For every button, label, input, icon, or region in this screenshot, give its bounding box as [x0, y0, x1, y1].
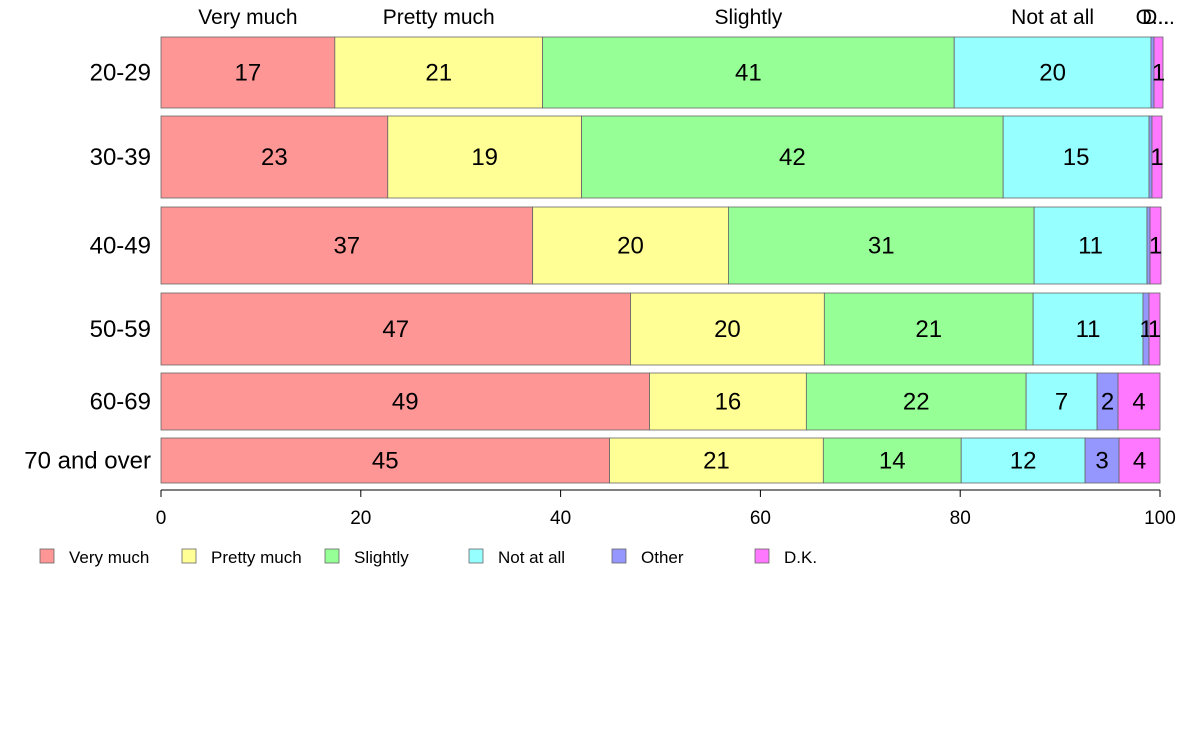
bar-segment	[1032, 292, 1144, 366]
bar-segment	[1149, 206, 1162, 285]
top-series-label: Slightly	[715, 6, 783, 29]
bar-segment	[1153, 36, 1164, 109]
bar-segment	[1117, 372, 1161, 431]
x-tick-label: 20	[350, 508, 371, 529]
bar-value-label: 4	[1133, 448, 1146, 475]
bar-segment	[953, 36, 1152, 109]
top-series-label: Pretty much	[383, 6, 495, 29]
bar-value-label: 20	[1039, 60, 1066, 87]
bar-value-label: 11	[1078, 233, 1103, 260]
bar-segment	[1002, 115, 1150, 199]
top-series-label: O...	[1136, 6, 1170, 29]
bar-segment	[960, 437, 1086, 484]
bar-segment	[334, 36, 544, 109]
bar-segment	[649, 372, 807, 431]
bar-value-label: 37	[333, 233, 360, 260]
top-series-label: Not at all	[1011, 6, 1094, 29]
bar-segment	[1084, 437, 1120, 484]
bar-value-label: 21	[425, 60, 452, 87]
bar-value-label: 3	[1095, 448, 1108, 475]
top-series-label: Very much	[198, 6, 297, 29]
category-label: 40-49	[90, 233, 151, 260]
bar-segment	[542, 36, 955, 109]
category-label: 20-29	[90, 60, 151, 87]
bar-value-label: 21	[915, 316, 942, 343]
bar-value-label: 42	[779, 144, 806, 171]
category-label: 70 and over	[24, 448, 151, 475]
bar-segment	[1033, 206, 1148, 285]
legend-label: Pretty much	[211, 548, 302, 567]
bar-segment	[581, 115, 1004, 199]
legend-label: Not at all	[498, 548, 565, 567]
bar-value-label: 1	[1150, 144, 1163, 171]
legend-label: Slightly	[354, 548, 409, 567]
bar-value-label: 12	[1010, 448, 1037, 475]
bar-segment	[160, 115, 389, 199]
bar-value-label: 2	[1101, 389, 1114, 416]
legend-swatch	[468, 548, 484, 564]
legend-label: D.K.	[784, 548, 817, 567]
bar-segment	[728, 206, 1035, 285]
bar-value-label: 4	[1132, 389, 1145, 416]
bar-value-label: 22	[903, 389, 930, 416]
bar-segment	[1025, 372, 1098, 431]
legend-swatch	[181, 548, 197, 564]
bar-value-label: 11	[1076, 316, 1101, 343]
legend-swatch	[611, 548, 627, 564]
bar-segment	[630, 292, 825, 366]
bar-value-label: 49	[392, 389, 419, 416]
bar-segment	[160, 372, 650, 431]
bar-segment	[1151, 115, 1163, 199]
bar-value-label: 1	[1152, 60, 1165, 87]
x-tick-label: 0	[156, 508, 167, 529]
category-label: 60-69	[90, 389, 151, 416]
bar-segment	[823, 292, 1034, 366]
bar-value-label: 15	[1063, 144, 1090, 171]
legend-label: Very much	[69, 548, 149, 567]
x-tick-label: 40	[550, 508, 571, 529]
bar-segment	[160, 36, 336, 109]
bar-value-label: 21	[703, 448, 730, 475]
legend-swatch	[324, 548, 340, 564]
x-tick-label: 100	[1144, 508, 1176, 529]
bar-segment	[805, 372, 1027, 431]
bar-value-label: 20	[617, 233, 644, 260]
bar-value-label: 45	[372, 448, 399, 475]
bar-value-label: 7	[1055, 389, 1068, 416]
x-tick-label: 80	[950, 508, 971, 529]
x-tick-label: 60	[750, 508, 771, 529]
bar-value-label: 47	[382, 316, 409, 343]
bar-segment	[532, 206, 729, 285]
legend-swatch	[754, 548, 770, 564]
bar-value-label: 17	[235, 60, 262, 87]
bar-segment	[1118, 437, 1161, 484]
legend-swatch	[39, 548, 55, 564]
category-label: 30-39	[90, 144, 151, 171]
bar-segment	[387, 115, 582, 199]
bar-value-label: 19	[471, 144, 498, 171]
bar-segment	[609, 437, 824, 484]
bar-segment	[160, 292, 631, 366]
bar-value-label: 41	[735, 60, 762, 87]
legend-label: Other	[641, 548, 684, 567]
bar-value-label: 1	[1149, 233, 1162, 260]
bar-segment	[1148, 292, 1161, 366]
top-series-label: D...	[1142, 6, 1175, 29]
bar-value-label: 14	[879, 448, 906, 475]
category-label: 50-59	[90, 316, 151, 343]
bar-segment	[822, 437, 962, 484]
bar-value-label: 16	[715, 389, 742, 416]
bar-value-label: 1	[1148, 316, 1161, 343]
bar-value-label: 20	[714, 316, 741, 343]
bar-segment	[160, 437, 610, 484]
bar-value-label: 23	[261, 144, 288, 171]
bar-value-label: 31	[868, 233, 895, 260]
